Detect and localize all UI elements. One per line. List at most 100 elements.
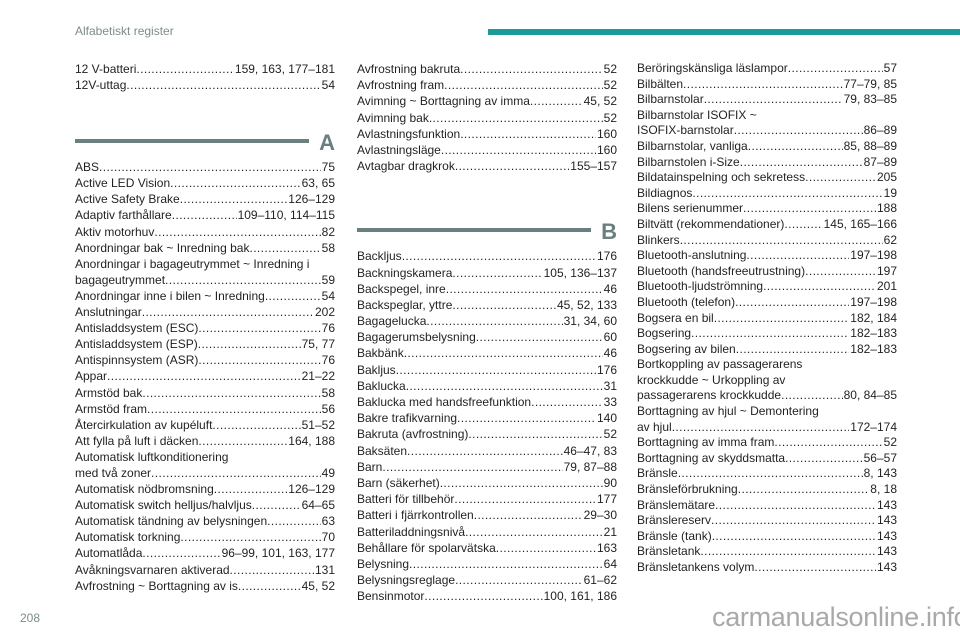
dot-leader bbox=[785, 451, 863, 467]
entry-term: Bluetooth-ljudströmning bbox=[637, 279, 764, 294]
index-entry: Belysningsreglage 61–62 bbox=[357, 572, 617, 588]
dot-leader bbox=[382, 459, 562, 475]
entry-term: Bränsletank bbox=[637, 544, 701, 559]
dot-leader bbox=[734, 123, 863, 139]
index-entry: Att fylla på luft i däcken 164, 188 bbox=[75, 433, 335, 449]
entry-term: Automatlåda bbox=[75, 546, 143, 561]
entry-pages: 45, 52, 133 bbox=[556, 297, 617, 312]
dot-leader bbox=[409, 556, 603, 572]
entry-term: Bränsleförbrukning bbox=[637, 482, 738, 497]
entry-term: Belysningsreglage bbox=[357, 573, 456, 588]
entry-term: passagerarens krockkudde bbox=[637, 388, 782, 403]
dot-leader bbox=[154, 224, 320, 240]
entry-term: Automatisk nödbromsning bbox=[75, 482, 214, 497]
index-entry: Bogsering av bilen 182–183 bbox=[637, 342, 897, 358]
index-entry: Bagagelucka 31, 34, 60 bbox=[357, 313, 617, 329]
index-section: 12 V-batteri 159, 163, 177–181 12V-uttag 54 bbox=[75, 61, 335, 93]
entry-pages: 21–22 bbox=[301, 369, 335, 384]
entry-pages: 160 bbox=[596, 142, 617, 157]
index-entry: Active LED Vision 63, 65 bbox=[75, 175, 335, 191]
index-entry: Avtagbar dragkrok 155–157 bbox=[357, 158, 617, 174]
entry-term: Active Safety Brake bbox=[75, 192, 180, 207]
entry-pages: 8, 143 bbox=[863, 466, 897, 481]
index-entry: Bildiagnos 19 bbox=[637, 186, 897, 202]
entry-pages: 75, 77 bbox=[301, 337, 335, 352]
entry-term: Anordningar bak ~ Inredning bak bbox=[75, 240, 250, 255]
index-entry: Bränsleförbrukning 8, 18 bbox=[637, 482, 897, 498]
entry-pages: 80, 84–85 bbox=[843, 388, 897, 403]
index-entry: ABS 75 bbox=[75, 159, 335, 175]
entry-term: Blinkers bbox=[637, 232, 680, 247]
section-divider bbox=[357, 228, 591, 233]
index-entry: Antisladdsystem (ESP) 75, 77 bbox=[75, 336, 335, 352]
header-accent-bar bbox=[488, 29, 960, 35]
entry-term: Avlastningsfunktion bbox=[357, 126, 461, 141]
dot-leader bbox=[99, 159, 321, 175]
entry-pages: 46 bbox=[603, 281, 617, 296]
dot-leader bbox=[198, 433, 287, 449]
dot-leader bbox=[404, 345, 603, 361]
index-entry: Automatisk torkning 70 bbox=[75, 529, 335, 545]
entry-term: Bildiagnos bbox=[637, 185, 693, 200]
dot-leader bbox=[165, 272, 321, 288]
dot-leader bbox=[441, 142, 596, 158]
entry-pages: 59 bbox=[321, 272, 335, 287]
entry-term: Bränslereserv bbox=[637, 513, 712, 528]
entry-term: Bagagelucka bbox=[357, 314, 427, 329]
entry-pages: 52 bbox=[603, 110, 617, 125]
entry-term: Avimning ~ Borttagning av imma bbox=[357, 94, 530, 109]
entry-term: Bilbälten bbox=[637, 76, 684, 91]
entry-term: ISOFIX-barnstolar bbox=[637, 123, 734, 138]
dot-leader bbox=[238, 578, 301, 594]
entry-pages: 90 bbox=[603, 475, 617, 490]
index-entry: Bilbälten 77–79, 85 bbox=[637, 77, 897, 93]
entry-pages: 96–99, 101, 163, 177 bbox=[221, 546, 335, 561]
entry-term: med två zoner bbox=[75, 465, 152, 480]
entry-term: Bränsle (tank) bbox=[637, 528, 712, 543]
dot-leader bbox=[736, 342, 850, 358]
entry-pages: 182, 184 bbox=[850, 310, 897, 325]
entry-term: Avfrostning fram bbox=[357, 78, 445, 93]
index-entry: Appar 21–22 bbox=[75, 368, 335, 384]
dot-leader bbox=[429, 110, 603, 126]
dot-leader bbox=[252, 497, 301, 513]
entry-pages: 54 bbox=[321, 288, 335, 303]
index-entry: Bakbänk 46 bbox=[357, 345, 617, 361]
index-column-3: Beröringskänsliga läslampor 57 Bilbälten 77… bbox=[637, 61, 897, 576]
index-entry: Aktiv motorhuv 82 bbox=[75, 224, 335, 240]
index-entry: Bränsletankens volym 143 bbox=[637, 560, 897, 576]
index-entry: Anordningar inne i bilen ~ Inredning 54 bbox=[75, 288, 335, 304]
entry-term: Antispinnsystem (ASR) bbox=[75, 353, 199, 368]
index-entry: Anordningar i bagageutrymmet ~ Inredning… bbox=[75, 256, 335, 272]
entry-term: Avfrostning bakruta bbox=[357, 62, 461, 76]
dot-leader bbox=[740, 155, 863, 171]
entry-pages: 49 bbox=[321, 465, 335, 480]
entry-pages: 63, 65 bbox=[301, 176, 335, 191]
index-entry: Beröringskänsliga läslampor 57 bbox=[637, 61, 897, 77]
entry-pages: 61–62 bbox=[583, 573, 617, 588]
dot-leader bbox=[788, 61, 883, 77]
entry-pages: 45, 52 bbox=[583, 94, 617, 109]
entry-term: krockkudde ~ Urkoppling av bbox=[637, 372, 786, 387]
dot-leader bbox=[735, 295, 849, 311]
entry-pages: 164, 188 bbox=[288, 433, 335, 448]
entry-term: Belysning bbox=[357, 556, 410, 571]
index-entry: Bilbarnstolar 79, 83–85 bbox=[637, 92, 897, 108]
dot-leader bbox=[444, 77, 602, 93]
index-entry: Automatlåda 96–99, 101, 163, 177 bbox=[75, 545, 335, 561]
dot-leader bbox=[460, 126, 596, 142]
dot-leader bbox=[214, 481, 288, 497]
dot-leader bbox=[107, 368, 301, 384]
dot-leader bbox=[455, 572, 583, 588]
index-entry: Bogsera en bil 182, 184 bbox=[637, 311, 897, 327]
section-heading: A bbox=[75, 131, 335, 159]
entry-term: Biltvätt (rekommendationer) bbox=[637, 216, 785, 231]
entry-term: Bluetooth-anslutning bbox=[637, 248, 747, 263]
entry-pages: 57 bbox=[883, 61, 897, 75]
entry-term: Bilbarnstolen i-Size bbox=[637, 154, 740, 169]
section-heading: B bbox=[357, 220, 617, 248]
dot-leader bbox=[212, 417, 300, 433]
index-entry: med två zoner 49 bbox=[75, 465, 335, 481]
dot-leader bbox=[704, 92, 843, 108]
entry-pages: 143 bbox=[876, 513, 897, 528]
